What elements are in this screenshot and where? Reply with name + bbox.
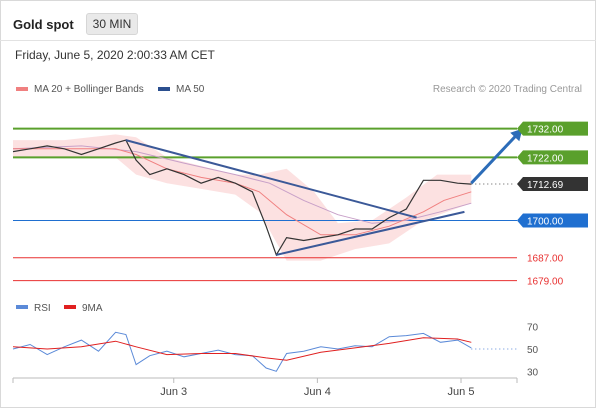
bollinger-band-area [13,134,472,261]
trendline-falling-resistance [125,139,417,219]
trendline-rising-support [276,210,465,256]
rsi-tick-30: 30 [527,367,539,378]
projection-arrow-shaft [470,134,517,185]
x-tick-label-0: Jun 3 [160,386,187,398]
level-tag-1732.00 [517,121,588,136]
level-label-1722.00: 1722.00 [527,153,564,164]
rsi-legend-label-1: 9MA [82,303,103,314]
level-tag-1700.00 [517,213,588,228]
level-label-1700.00: 1700.00 [527,216,564,227]
x-tick-label-1: Jun 4 [304,386,331,398]
rsi-tick-50: 50 [527,345,539,356]
header-divider [0,40,596,41]
level-label-1679.00: 1679.00 [527,277,564,288]
level-tag-1722.00 [517,150,588,165]
level-label-1732.00: 1732.00 [527,125,564,136]
credit-label: Research © 2020 Trading Central [433,84,582,95]
level-label-1687.00: 1687.00 [527,254,564,265]
rsi-line [12,331,472,372]
legend-swatch-0 [16,87,28,91]
rsi-ma9-line [12,337,472,361]
timeframe-badge[interactable]: 30 MIN [86,13,138,35]
rsi-legend-swatch-0 [16,305,28,309]
legend-label-0: MA 20 + Bollinger Bands [34,84,144,95]
legend-swatch-1 [158,87,170,91]
legend-label-1: MA 50 [176,84,205,95]
ma50-line [12,145,472,224]
rsi-tick-70: 70 [527,323,539,334]
level-tag-1712.69 [517,177,588,192]
instrument-title: Gold spot [13,17,74,32]
projection-arrow-head [510,128,523,142]
rsi-legend-label-0: RSI [34,303,51,314]
rsi-legend-swatch-1 [64,305,76,309]
level-label-1712.69: 1712.69 [527,180,564,191]
price-line [12,139,472,257]
x-tick-label-2: Jun 5 [448,386,475,398]
timestamp: Friday, June 5, 2020 2:00:33 AM CET [15,48,215,62]
